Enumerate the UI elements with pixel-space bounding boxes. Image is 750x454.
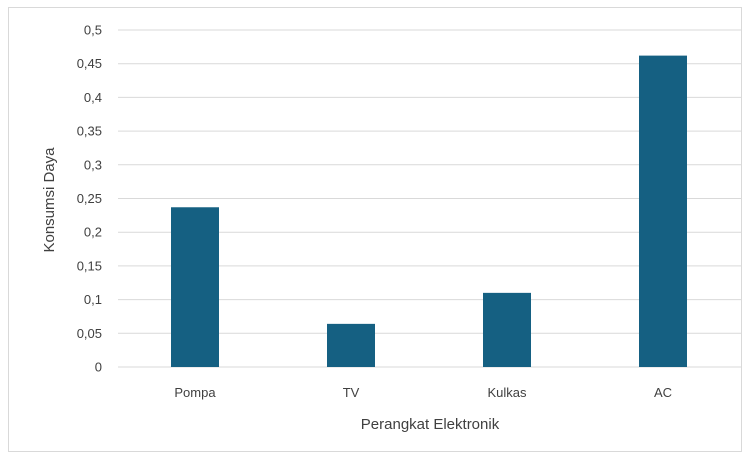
x-tick-label: AC bbox=[654, 385, 672, 400]
y-tick-label: 0,25 bbox=[77, 191, 102, 206]
chart-area bbox=[8, 7, 742, 452]
y-tick-label: 0,15 bbox=[77, 258, 102, 273]
bar-tv bbox=[327, 323, 375, 367]
y-tick-label: 0,1 bbox=[84, 292, 102, 307]
y-tick-label: 0,05 bbox=[77, 326, 102, 341]
x-tick-label: Kulkas bbox=[487, 385, 527, 400]
y-axis-ticks: 0 0,05 0,1 0,15 0,2 0,25 0,3 0,35 0,4 0,45 0,5 bbox=[77, 23, 102, 375]
y-tick-label: 0 bbox=[95, 360, 102, 375]
gridlines bbox=[118, 29, 742, 368]
bar-kulkas bbox=[483, 292, 531, 367]
x-axis-title: Perangkat Elektronik bbox=[361, 416, 500, 433]
y-tick-label: 0,45 bbox=[77, 56, 102, 71]
bar-pompa bbox=[171, 207, 219, 367]
y-tick-label: 0,5 bbox=[84, 23, 102, 38]
y-tick-label: 0,2 bbox=[84, 225, 102, 240]
x-tick-label: Pompa bbox=[174, 385, 216, 400]
y-tick-label: 0,35 bbox=[77, 124, 102, 139]
y-tick-label: 0,3 bbox=[84, 157, 102, 172]
bars bbox=[171, 55, 687, 367]
x-tick-label: TV bbox=[343, 385, 360, 400]
x-axis-ticks: Pompa TV Kulkas AC bbox=[174, 385, 672, 400]
y-axis-title: Konsumsi Daya bbox=[41, 147, 58, 253]
bar-ac bbox=[639, 55, 687, 367]
y-tick-label: 0,4 bbox=[84, 90, 102, 105]
